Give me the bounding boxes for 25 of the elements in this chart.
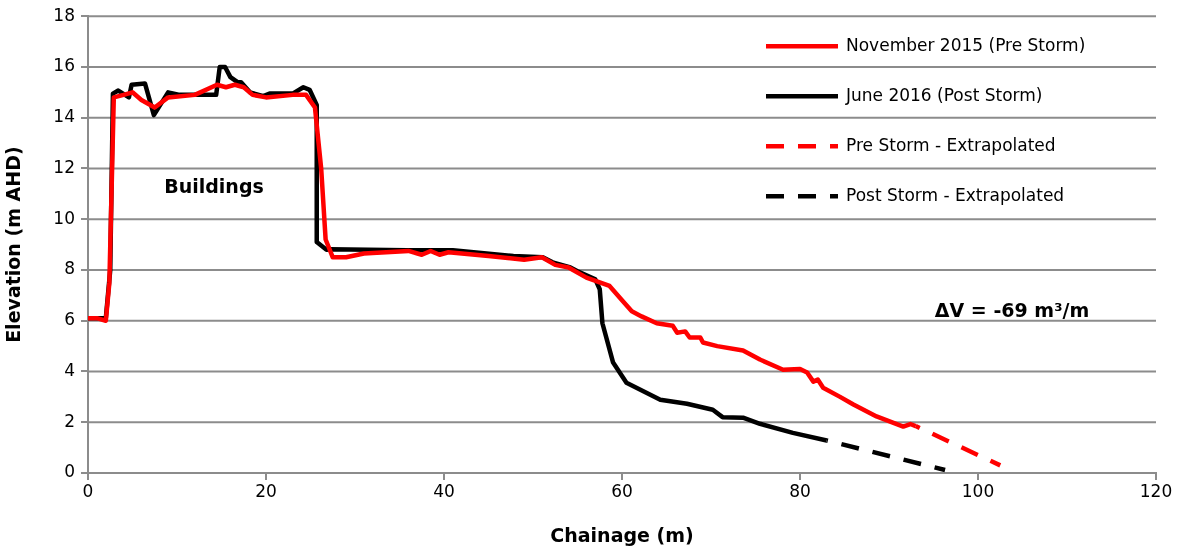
y-tick-label: 0 [64,461,75,482]
y-tick-label: 18 [53,4,75,25]
y-tick-label: 10 [53,207,75,228]
legend-label: November 2015 (Pre Storm) [846,34,1086,55]
y-tick-label: 2 [64,410,75,431]
y-tick-label: 12 [53,156,75,177]
y-tick-label: 6 [64,309,75,330]
x-tick-label: 20 [255,480,277,501]
y-tick-label: 14 [53,106,75,127]
y-axis-title: Elevation (m AHD) [2,146,25,343]
x-tick-label: 80 [789,480,811,501]
annotation: ΔV = -69 m³/m [934,298,1090,321]
x-axis-title: Chainage (m) [550,523,694,546]
x-tick-label: 0 [82,480,94,501]
legend-label: Post Storm - Extrapolated [846,184,1065,205]
legend-label: Pre Storm - Extrapolated [846,134,1056,155]
x-tick-label: 40 [433,480,455,501]
legend-label: June 2016 (Post Storm) [845,84,1043,105]
x-tick-label: 100 [961,480,995,501]
annotation: Buildings [164,174,264,197]
y-tick-label: 8 [64,258,75,279]
x-tick-label: 120 [1139,480,1173,501]
x-tick-label: 60 [611,480,633,501]
y-tick-label: 4 [64,359,75,380]
y-tick-label: 16 [53,55,75,76]
